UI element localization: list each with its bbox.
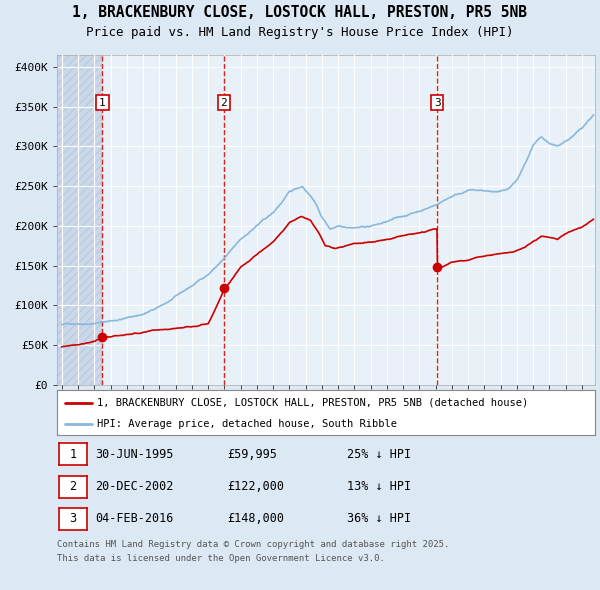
Text: 1: 1 xyxy=(70,448,77,461)
Text: Price paid vs. HM Land Registry's House Price Index (HPI): Price paid vs. HM Land Registry's House … xyxy=(86,26,514,39)
Text: 3: 3 xyxy=(70,512,77,525)
Text: 1, BRACKENBURY CLOSE, LOSTOCK HALL, PRESTON, PR5 5NB (detached house): 1, BRACKENBURY CLOSE, LOSTOCK HALL, PRES… xyxy=(97,398,529,408)
Text: Contains HM Land Registry data © Crown copyright and database right 2025.: Contains HM Land Registry data © Crown c… xyxy=(57,540,449,549)
Text: This data is licensed under the Open Government Licence v3.0.: This data is licensed under the Open Gov… xyxy=(57,554,385,563)
Text: 3: 3 xyxy=(434,98,440,108)
Text: 04-FEB-2016: 04-FEB-2016 xyxy=(95,512,173,525)
Text: £148,000: £148,000 xyxy=(227,512,284,525)
Text: 36% ↓ HPI: 36% ↓ HPI xyxy=(347,512,411,525)
Text: 1: 1 xyxy=(99,98,106,108)
Text: 20-DEC-2002: 20-DEC-2002 xyxy=(95,480,173,493)
Text: 25% ↓ HPI: 25% ↓ HPI xyxy=(347,448,411,461)
Text: HPI: Average price, detached house, South Ribble: HPI: Average price, detached house, Sout… xyxy=(97,419,397,429)
Text: 13% ↓ HPI: 13% ↓ HPI xyxy=(347,480,411,493)
Text: 30-JUN-1995: 30-JUN-1995 xyxy=(95,448,173,461)
Text: 1, BRACKENBURY CLOSE, LOSTOCK HALL, PRESTON, PR5 5NB: 1, BRACKENBURY CLOSE, LOSTOCK HALL, PRES… xyxy=(73,5,527,20)
Text: £122,000: £122,000 xyxy=(227,480,284,493)
Text: 2: 2 xyxy=(70,480,77,493)
Text: 2: 2 xyxy=(221,98,227,108)
Text: £59,995: £59,995 xyxy=(227,448,277,461)
